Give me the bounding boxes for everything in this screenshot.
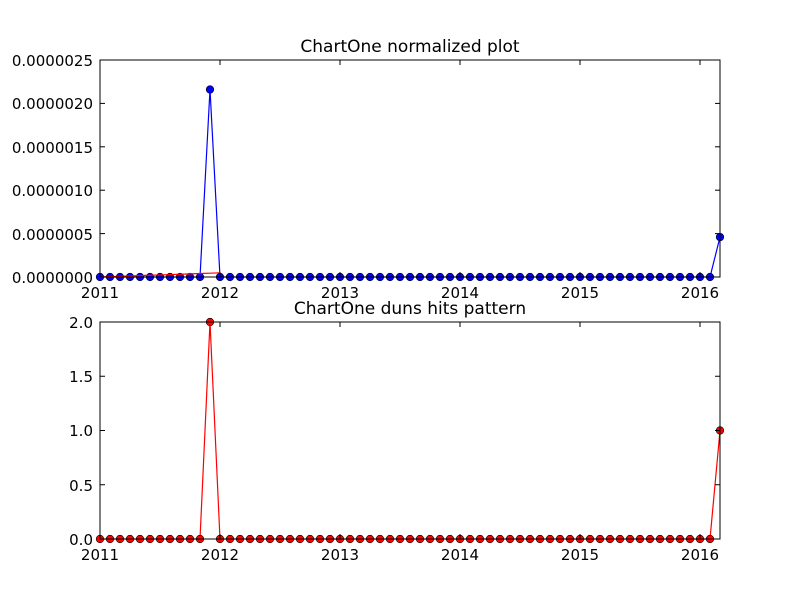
chart-1-y-tick-label: 0.0000020	[12, 95, 93, 113]
chart-2-x-tick-label: 2012	[201, 546, 239, 564]
chart-1-title: ChartOne normalized plot	[300, 37, 520, 57]
chart-1-y-tick-label: 0.0000005	[12, 226, 93, 244]
chart-2-x-tick-label: 2013	[321, 546, 359, 564]
chart-1-y-tick-label: 0.0000010	[12, 182, 93, 200]
chart-1-y-tick-label: 0.0000025	[12, 52, 93, 70]
chart-2-x-tick-label: 2015	[561, 546, 599, 564]
chart-1: ChartOne normalized plot 0.0000000 0.000…	[12, 37, 725, 302]
chart-1-y-tick-label: 0.0000000	[12, 269, 93, 287]
chart-1-x-axis: 2011 2012 2013 2014 2015 2016	[81, 284, 719, 302]
chart-1-series-1-point	[205, 85, 215, 94]
chart-1-ticks	[99, 59, 720, 278]
chart-1-y-axis: 0.0000000 0.0000005 0.0000010 0.0000015 …	[12, 52, 93, 287]
chart-2: ChartOne duns hits pattern 0.0 0.5 1.0 1…	[69, 299, 725, 564]
chart-1-y-tick-label: 0.0000015	[12, 139, 93, 157]
chart-2-x-axis: 2011 2012 2013 2014 2015 2016	[81, 546, 719, 564]
chart-1-x-tick-label: 2013	[321, 284, 359, 302]
chart-1-series-2-line	[99, 272, 221, 278]
chart-2-ticks	[99, 321, 720, 540]
chart-2-y-tick-label: 0.5	[69, 477, 93, 495]
chart-2-y-tick-label: 2.0	[69, 314, 93, 332]
chart-1-x-tick-label: 2016	[681, 284, 719, 302]
chart-2-x-tick-label: 2014	[441, 546, 479, 564]
chart-1-x-tick-label: 2011	[81, 284, 119, 302]
chart-2-y-axis: 0.0 0.5 1.0 1.5 2.0	[69, 314, 93, 549]
chart-2-y-tick-label: 1.0	[69, 422, 93, 440]
chart-2-title: ChartOne duns hits pattern	[294, 299, 526, 319]
chart-2-y-tick-label: 0.0	[69, 531, 93, 549]
chart-1-x-tick-label: 2012	[201, 284, 239, 302]
chart-1-plot-frame	[99, 59, 721, 278]
chart-2-y-tick-label: 1.5	[69, 368, 93, 386]
chart-2-x-tick-label: 2011	[81, 546, 119, 564]
chart-1-x-tick-label: 2015	[561, 284, 599, 302]
chart-1-x-tick-label: 2014	[441, 284, 479, 302]
chart-2-x-tick-label: 2016	[681, 546, 719, 564]
